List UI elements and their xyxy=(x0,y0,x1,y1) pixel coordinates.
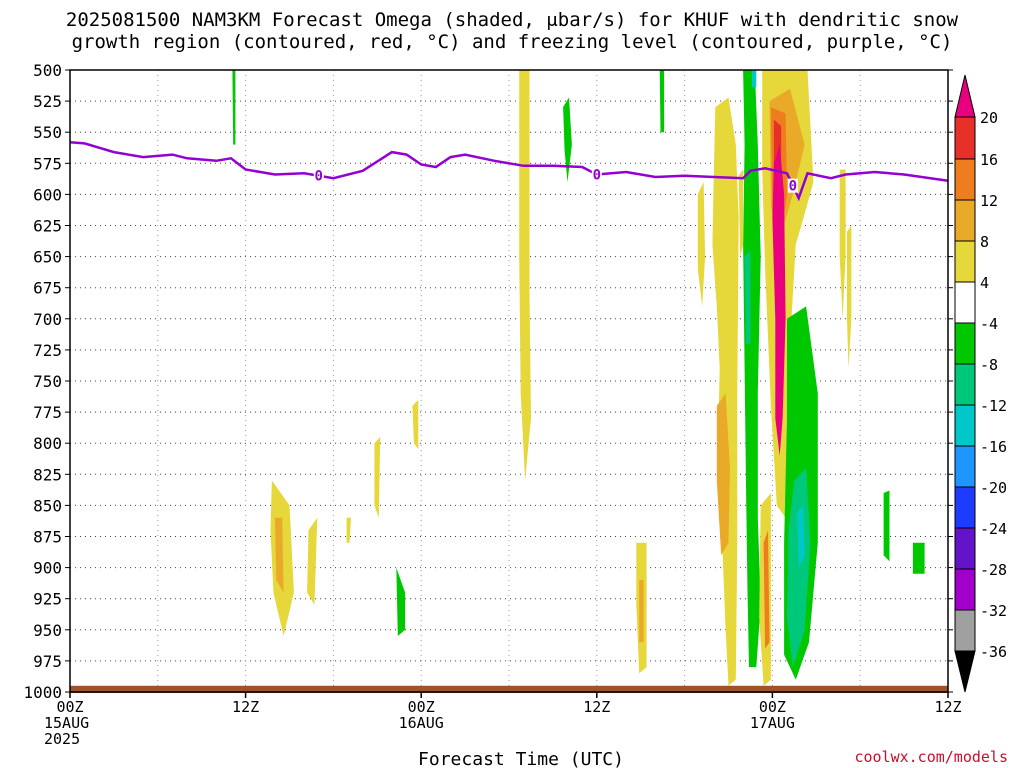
colorbar-tick-label: 4 xyxy=(980,274,989,292)
y-tick-label: 925 xyxy=(33,590,62,609)
colorbar-segment xyxy=(954,363,976,406)
omega-region xyxy=(639,580,644,643)
omega-region xyxy=(374,437,381,518)
colorbar-tick-label: -24 xyxy=(980,520,1007,538)
colorbar-segment xyxy=(954,240,976,283)
colorbar-tick-label: -8 xyxy=(980,356,998,374)
omega-region xyxy=(659,70,665,133)
y-tick-label: 525 xyxy=(33,92,62,111)
x-tick-label: 12Z xyxy=(934,698,961,716)
colorbar-tick-label: -20 xyxy=(980,479,1007,497)
colorbar-segment xyxy=(954,568,976,611)
x-tick-label: 12Z xyxy=(583,698,610,716)
colorbar-segment xyxy=(954,404,976,447)
freezing-level-label: 0 xyxy=(315,169,323,185)
omega-region xyxy=(839,169,846,319)
omega-region xyxy=(912,542,925,574)
y-tick-label: 500 xyxy=(33,61,62,80)
colorbar-tick-label: -32 xyxy=(980,602,1007,620)
colorbar-tick-label: 12 xyxy=(980,192,998,210)
omega-region xyxy=(274,517,284,593)
freezing-level-label: 0 xyxy=(593,167,601,183)
y-tick-label: 675 xyxy=(33,279,62,298)
y-tick-label: 1000 xyxy=(23,683,62,702)
colorbar-tick-label: 8 xyxy=(980,233,989,251)
colorbar-tick-label: -4 xyxy=(980,315,998,333)
omega-region xyxy=(716,393,730,556)
omega-region xyxy=(797,505,805,568)
surface-band xyxy=(70,685,948,693)
y-tick-label: 600 xyxy=(33,185,62,204)
x-tick-label: 16AUG xyxy=(399,714,444,732)
y-tick-label: 825 xyxy=(33,465,62,484)
omega-region xyxy=(307,517,318,605)
omega-region xyxy=(763,530,770,649)
omega-region xyxy=(772,144,786,456)
omega-region xyxy=(738,169,744,257)
omega-region xyxy=(346,517,351,543)
y-tick-label: 875 xyxy=(33,528,62,547)
y-tick-label: 850 xyxy=(33,496,62,515)
omega-region xyxy=(751,70,757,88)
y-tick-label: 950 xyxy=(33,621,62,640)
y-tick-label: 625 xyxy=(33,217,62,236)
omega-region xyxy=(563,97,572,182)
y-tick-label: 700 xyxy=(33,310,62,329)
freezing-level-label: 0 xyxy=(789,179,797,195)
colorbar-tick-label: -12 xyxy=(980,397,1007,415)
omega-region xyxy=(396,567,406,636)
x-tick-label: 00Z xyxy=(408,698,435,716)
y-tick-label: 725 xyxy=(33,341,62,360)
omega-region xyxy=(743,70,761,668)
colorbar-tick-label: -28 xyxy=(980,561,1007,579)
colorbar-segment xyxy=(954,527,976,570)
omega-region xyxy=(519,70,531,481)
y-tick-label: 650 xyxy=(33,248,62,267)
chart-title-line-2: growth region (contoured, red, °C) and f… xyxy=(71,31,953,53)
colorbar-tick-label: -16 xyxy=(980,438,1007,456)
colorbar-segment xyxy=(954,322,976,365)
x-tick-label: 12Z xyxy=(232,698,259,716)
footer-credit[interactable]: coolwx.com/models xyxy=(854,748,1008,766)
y-tick-label: 900 xyxy=(33,559,62,578)
colorbar-tick-label: 20 xyxy=(980,109,998,127)
freezing-level-label-bg xyxy=(787,178,798,193)
y-tick-label: 575 xyxy=(33,154,62,173)
freezing-level-label-bg xyxy=(313,168,324,183)
colorbar-segment xyxy=(954,199,976,242)
omega-region xyxy=(883,490,890,562)
y-tick-label: 800 xyxy=(33,434,62,453)
x-tick-label: 2025 xyxy=(44,730,80,748)
y-tick-label: 775 xyxy=(33,403,62,422)
colorbar-segment xyxy=(954,609,976,652)
omega-region xyxy=(744,250,751,344)
colorbar-segment xyxy=(954,281,976,324)
y-tick-label: 550 xyxy=(33,123,62,142)
colorbar-tick-label: 16 xyxy=(980,151,998,169)
x-tick-label: 15AUG xyxy=(44,714,89,732)
x-tick-label: 00Z xyxy=(759,698,786,716)
colorbar-bottom-arrow xyxy=(954,650,976,693)
colorbar-top-arrow xyxy=(954,74,976,118)
colorbar-segment xyxy=(954,158,976,201)
omega-region xyxy=(412,399,419,450)
colorbar-segment xyxy=(954,116,976,160)
omega-region xyxy=(697,182,706,307)
colorbar-tick-label: -36 xyxy=(980,643,1007,661)
chart-title-line-1: 2025081500 NAM3KM Forecast Omega (shaded… xyxy=(65,9,959,31)
omega-region xyxy=(847,225,852,369)
y-tick-label: 750 xyxy=(33,372,62,391)
omega-region xyxy=(232,70,236,145)
omega-region xyxy=(712,97,739,686)
x-axis-title: Forecast Time (UTC) xyxy=(418,749,624,768)
colorbar-segment xyxy=(954,486,976,529)
x-tick-label: 17AUG xyxy=(750,714,795,732)
colorbar-segment xyxy=(954,445,976,488)
x-tick-label: 00Z xyxy=(56,698,83,716)
y-tick-label: 975 xyxy=(33,652,62,671)
freezing-level-label-bg xyxy=(591,167,602,182)
